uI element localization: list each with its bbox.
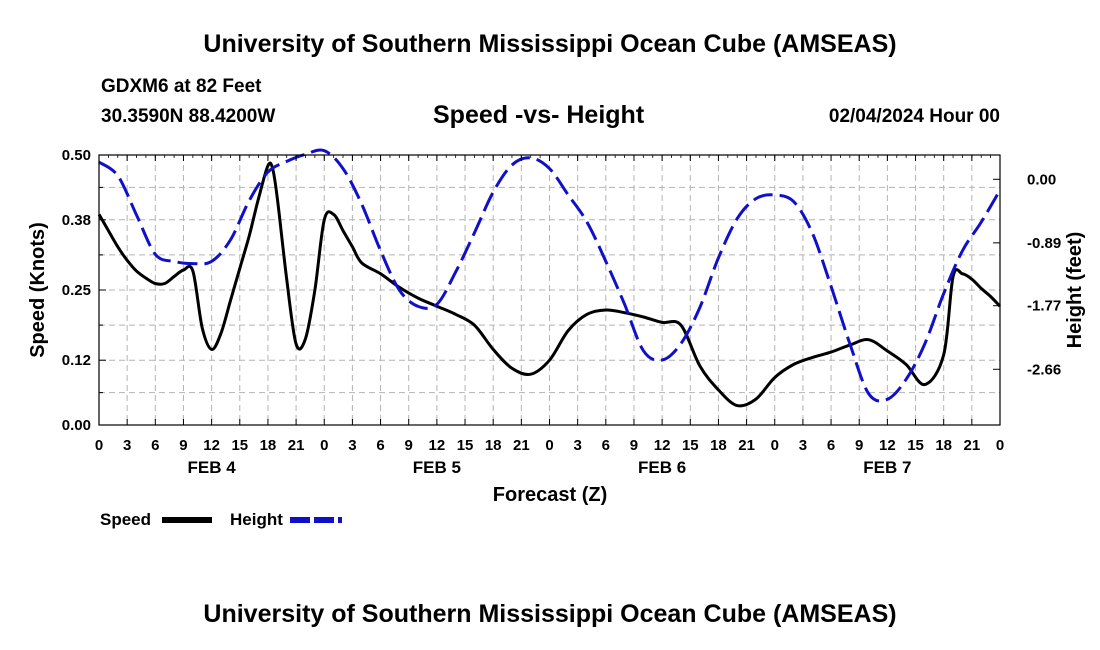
y-tick-label: 0.12: [62, 352, 91, 369]
y2-axis-label: Height (feet): [1064, 232, 1086, 349]
day-label: FEB 5: [413, 458, 461, 477]
y2-tick-label: -2.66: [1027, 361, 1061, 378]
y2-tick-label: -1.77: [1027, 298, 1061, 315]
forecast-datetime: 02/04/2024 Hour 00: [828, 106, 1000, 127]
x-axis-label: Forecast (Z): [493, 484, 607, 506]
x-tick-label: 18: [935, 437, 952, 454]
chart-title: University of Southern Mississippi Ocean…: [203, 30, 897, 58]
day-label: FEB 7: [863, 458, 911, 477]
legend-speed-swatch: [162, 517, 212, 523]
y-tick-label: 0.25: [62, 282, 91, 299]
day-label: FEB 6: [638, 458, 686, 477]
x-tick-label: 0: [95, 437, 103, 454]
speed-height-chart: 0 3 6 9 12 15 18 21 0 3 6 9 12 15 18 21 0 3 6 9 12 15 18 21 0 3 6 9…: [27, 147, 1086, 506]
x-tick-label: 12: [203, 437, 220, 454]
x-tick-label: 6: [602, 437, 610, 454]
x-tick-label: 12: [879, 437, 896, 454]
footer-title: University of Southern Mississippi Ocean…: [203, 600, 897, 628]
coordinates-label: 30.3590N 88.4200W: [101, 106, 276, 127]
x-tick-label: 3: [799, 437, 807, 454]
legend-height-label: Height: [230, 510, 283, 529]
x-tick-label: 18: [485, 437, 502, 454]
legend-height-swatch: [290, 517, 342, 523]
x-tick-label: 21: [288, 437, 305, 454]
y-tick-label: 0.38: [62, 212, 91, 229]
x-tick-label: 6: [827, 437, 835, 454]
axes: 0 3 6 9 12 15 18 21 0 3 6 9 12 15 18 21 0 3 6 9 12 15 18 21 0 3 6 9…: [62, 147, 1061, 477]
x-tick-label: 9: [405, 437, 413, 454]
x-tick-label: 6: [376, 437, 384, 454]
x-tick-label: 3: [348, 437, 356, 454]
x-tick-label: 21: [738, 437, 755, 454]
x-tick-label: 12: [429, 437, 446, 454]
x-tick-label: 12: [654, 437, 671, 454]
x-tick-label: 3: [573, 437, 581, 454]
day-label: FEB 4: [188, 458, 237, 477]
height-series-line: [98, 148, 1002, 403]
x-tick-label: 15: [457, 437, 474, 454]
y-tick-label: 0.00: [62, 417, 91, 434]
x-tick-label: 9: [179, 437, 187, 454]
x-tick-label: 15: [682, 437, 699, 454]
y2-tick-label: 0.00: [1027, 171, 1056, 188]
station-label: GDXM6 at 82 Feet: [101, 76, 262, 97]
y2-tick-label: -0.89: [1027, 235, 1061, 252]
x-tick-label: 6: [151, 437, 159, 454]
x-tick-label: 18: [260, 437, 277, 454]
chart-subtitle: Speed -vs- Height: [433, 101, 645, 129]
x-tick-label: 9: [630, 437, 638, 454]
x-tick-label: 18: [710, 437, 727, 454]
grid-lines: [99, 155, 1000, 425]
x-tick-label: 9: [855, 437, 863, 454]
x-tick-label: 0: [545, 437, 553, 454]
x-tick-label: 15: [231, 437, 248, 454]
x-tick-label: 21: [513, 437, 530, 454]
data-series: [97, 148, 1002, 408]
x-tick-label: 0: [996, 437, 1004, 454]
x-tick-label: 15: [907, 437, 924, 454]
x-tick-label: 0: [320, 437, 328, 454]
x-tick-label: 0: [771, 437, 779, 454]
legend-speed-label: Speed: [100, 510, 152, 529]
y-axis-label: Speed (Knots): [27, 222, 49, 358]
x-tick-label: 21: [964, 437, 981, 454]
x-tick-label: 3: [123, 437, 131, 454]
y-tick-label: 0.50: [62, 147, 91, 164]
